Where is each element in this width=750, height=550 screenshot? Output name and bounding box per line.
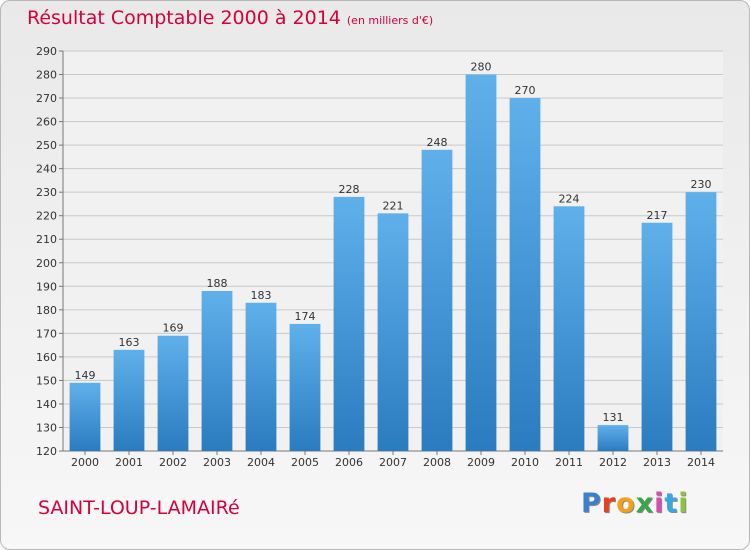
bar bbox=[597, 425, 629, 451]
x-tick-label: 2008 bbox=[423, 456, 451, 469]
bar bbox=[421, 149, 453, 451]
bar bbox=[509, 98, 541, 451]
city-name: SAINT-LOUP-LAMAIRé bbox=[38, 497, 240, 519]
bar bbox=[685, 192, 717, 452]
y-tick-label: 170 bbox=[36, 327, 57, 340]
bar-value-label: 163 bbox=[119, 336, 140, 349]
bar-value-label: 230 bbox=[691, 178, 712, 191]
bar-value-label: 280 bbox=[471, 61, 492, 74]
y-tick-label: 250 bbox=[36, 139, 57, 152]
bar-value-label: 228 bbox=[339, 183, 360, 196]
x-tick-label: 2005 bbox=[291, 456, 319, 469]
chart-subtitle: (en milliers d'€) bbox=[346, 14, 434, 27]
bar bbox=[465, 74, 497, 451]
x-tick-label: 2002 bbox=[159, 456, 187, 469]
bar bbox=[201, 291, 233, 451]
y-tick-label: 160 bbox=[36, 351, 57, 364]
y-tick-label: 270 bbox=[36, 92, 57, 105]
y-tick-label: 220 bbox=[36, 210, 57, 223]
x-tick-label: 2007 bbox=[379, 456, 407, 469]
y-tick-label: 200 bbox=[36, 257, 57, 270]
chart-title-text: Résultat Comptable 2000 à 2014 bbox=[27, 7, 341, 29]
proxiti-logo: Proxiti bbox=[581, 488, 689, 519]
bar bbox=[641, 222, 673, 451]
bar-value-label: 217 bbox=[647, 209, 668, 222]
bar bbox=[377, 213, 409, 451]
bar bbox=[157, 335, 189, 451]
x-tick-label: 2011 bbox=[555, 456, 583, 469]
bar bbox=[245, 302, 277, 451]
logo-letter: P bbox=[581, 488, 602, 519]
y-tick-label: 120 bbox=[36, 445, 57, 458]
logo-letter: i bbox=[678, 488, 689, 519]
y-tick-label: 180 bbox=[36, 304, 57, 317]
x-tick-label: 2014 bbox=[687, 456, 715, 469]
bar bbox=[289, 323, 321, 451]
logo-letter: r bbox=[601, 488, 617, 519]
logo-letter: i bbox=[654, 488, 665, 519]
y-tick-label: 150 bbox=[36, 374, 57, 387]
y-tick-label: 130 bbox=[36, 421, 57, 434]
x-tick-label: 2000 bbox=[71, 456, 99, 469]
y-tick-label: 210 bbox=[36, 233, 57, 246]
x-tick-label: 2009 bbox=[467, 456, 495, 469]
bar-value-label: 183 bbox=[251, 289, 272, 302]
x-tick-label: 2004 bbox=[247, 456, 275, 469]
bar-value-label: 224 bbox=[559, 192, 580, 205]
y-tick-label: 140 bbox=[36, 398, 57, 411]
y-tick-label: 290 bbox=[36, 45, 57, 58]
logo-letter: t bbox=[664, 488, 679, 519]
chart-title: Résultat Comptable 2000 à 2014 (en millie… bbox=[27, 7, 433, 29]
bar-value-label: 221 bbox=[383, 199, 404, 212]
bar-value-label: 149 bbox=[75, 369, 96, 382]
bar-value-label: 188 bbox=[207, 277, 228, 290]
x-tick-label: 2012 bbox=[599, 456, 627, 469]
x-tick-label: 2003 bbox=[203, 456, 231, 469]
bar bbox=[69, 382, 101, 451]
logo-letter: o bbox=[616, 488, 636, 519]
x-tick-label: 2001 bbox=[115, 456, 143, 469]
y-tick-label: 280 bbox=[36, 69, 57, 82]
bar bbox=[333, 196, 365, 451]
x-tick-label: 2013 bbox=[643, 456, 671, 469]
bar-value-label: 248 bbox=[427, 136, 448, 149]
bar-value-label: 174 bbox=[295, 310, 316, 323]
bar bbox=[113, 349, 145, 451]
logo-letter: x bbox=[635, 488, 655, 519]
bar bbox=[553, 206, 585, 451]
x-tick-label: 2010 bbox=[511, 456, 539, 469]
x-tick-label: 2006 bbox=[335, 456, 363, 469]
y-tick-label: 190 bbox=[36, 280, 57, 293]
bar-value-label: 169 bbox=[163, 322, 184, 335]
bar-value-label: 270 bbox=[515, 84, 536, 97]
bar-value-label: 131 bbox=[603, 411, 624, 424]
y-tick-label: 240 bbox=[36, 163, 57, 176]
y-tick-label: 260 bbox=[36, 116, 57, 129]
y-tick-label: 230 bbox=[36, 186, 57, 199]
